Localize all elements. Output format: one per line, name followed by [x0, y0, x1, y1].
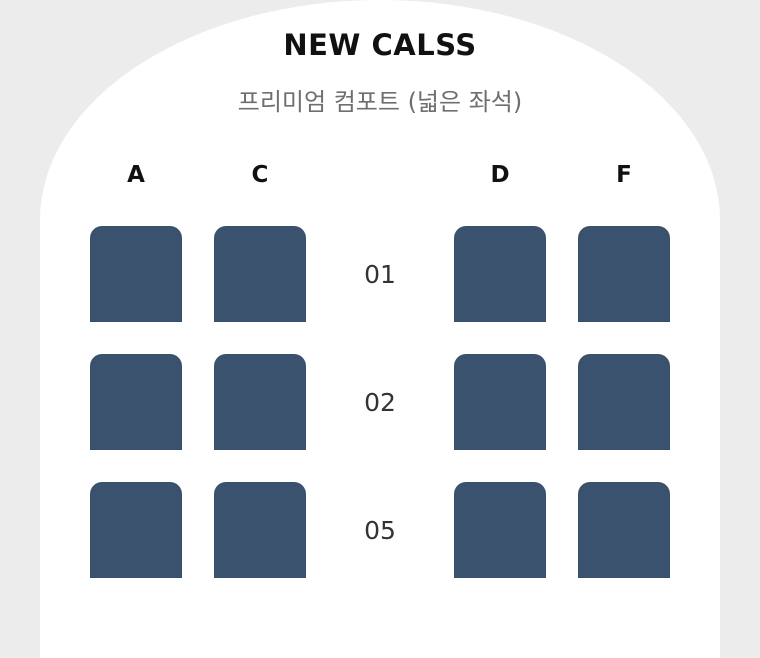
- seat-02d[interactable]: [454, 354, 546, 450]
- seat-05f[interactable]: [578, 482, 670, 578]
- row-number-01: 01: [364, 260, 396, 289]
- seat-01a[interactable]: [90, 226, 182, 322]
- cabin-class-subtitle: 프리미엄 컴포트 (넓은 좌석): [237, 88, 523, 116]
- seat-02c[interactable]: [214, 354, 306, 450]
- seat-01c[interactable]: [214, 226, 306, 322]
- column-label-f: F: [616, 162, 632, 188]
- row-number-05: 05: [364, 516, 396, 545]
- cabin-class-title: NEW CALSS: [283, 28, 477, 62]
- column-label-a: A: [127, 162, 145, 188]
- seat-02a[interactable]: [90, 354, 182, 450]
- seat-01f[interactable]: [578, 226, 670, 322]
- seat-02f[interactable]: [578, 354, 670, 450]
- row-number-02: 02: [364, 388, 396, 417]
- seat-05c[interactable]: [214, 482, 306, 578]
- seat-05d[interactable]: [454, 482, 546, 578]
- seat-05a[interactable]: [90, 482, 182, 578]
- column-label-c: C: [251, 162, 269, 188]
- column-label-d: D: [490, 162, 510, 188]
- seat-01d[interactable]: [454, 226, 546, 322]
